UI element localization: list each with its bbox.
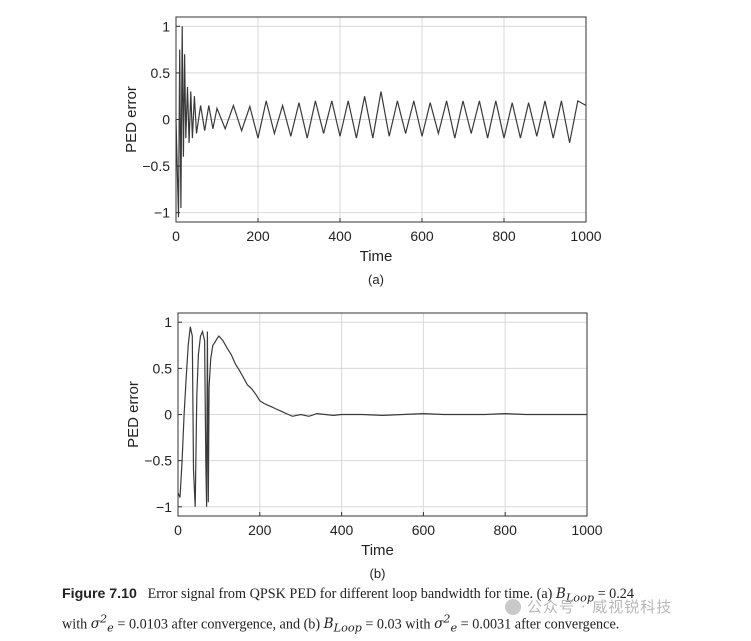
y-tick-label: −0.5: [144, 453, 172, 469]
y-tick-label: 1: [164, 314, 172, 330]
x-tick-label: 800: [492, 228, 516, 244]
panel-b: 0 200 400 600 800 1000 −1 −0.5 0 0.5 1 Time PED erro…: [125, 312, 603, 581]
caption-sigma-b: σ2e: [434, 612, 458, 635]
y-tick-label: 0.5: [151, 65, 171, 81]
x-axis-label: Time: [360, 248, 393, 265]
y-tick-label: −0.5: [142, 158, 170, 174]
panel-label: (b): [370, 566, 386, 581]
x-tick-label: 0: [174, 522, 182, 538]
y-tick-label: −1: [156, 499, 172, 515]
x-tick-label: 1000: [571, 522, 602, 538]
caption-line1: Error signal from QPSK PED for different…: [147, 586, 556, 602]
y-axis-label: PED error: [125, 381, 142, 448]
caption-line2-prefix: with: [62, 616, 91, 633]
y-tick-label: 0.5: [153, 360, 173, 376]
caption-b-loop-b: BLoop: [323, 616, 362, 635]
x-tick-label: 200: [248, 522, 272, 538]
y-axis-label: PED error: [123, 86, 140, 153]
y-tick-label: 0: [164, 407, 172, 423]
x-tick-label: 1000: [570, 228, 601, 244]
x-tick-label: 0: [172, 228, 180, 244]
watermark: 公众号 · 威视锐科技: [505, 596, 672, 617]
caption-sigma-a: σ2e: [90, 612, 114, 635]
panel-a: 0 200 400 600 800 1000 −1 −0.5 0 0.5 1 Time PED erro…: [123, 16, 602, 287]
x-tick-label: 200: [246, 228, 270, 244]
caption-eq-sigma-a: = 0.0103 after convergence, and (b): [113, 616, 324, 633]
figure-caption: Figure 7.10 Error signal from QPSK PED f…: [62, 584, 722, 639]
x-tick-label: 800: [494, 522, 518, 538]
caption-eq-b: = 0.03 with: [361, 616, 435, 633]
x-tick-label: 600: [412, 522, 436, 538]
caption-eq-a: = 0.24: [594, 586, 634, 602]
x-tick-label: 400: [330, 522, 354, 538]
wechat-icon: [505, 599, 521, 615]
y-tick-label: −1: [154, 205, 170, 221]
series-line: [177, 326, 587, 507]
y-tick-label: 1: [162, 18, 170, 34]
x-tick-label: 400: [328, 228, 352, 244]
x-axis-label: Time: [361, 542, 394, 559]
y-tick-label: 0: [162, 112, 170, 128]
panel-label: (a): [368, 272, 384, 287]
caption-eq-sigma-b: = 0.0031 after convergence.: [457, 616, 620, 633]
caption-label: Figure 7.10: [62, 586, 137, 602]
series-line: [175, 26, 587, 218]
x-tick-label: 600: [410, 228, 434, 244]
caption-b-loop-a: BLoop: [555, 586, 595, 605]
